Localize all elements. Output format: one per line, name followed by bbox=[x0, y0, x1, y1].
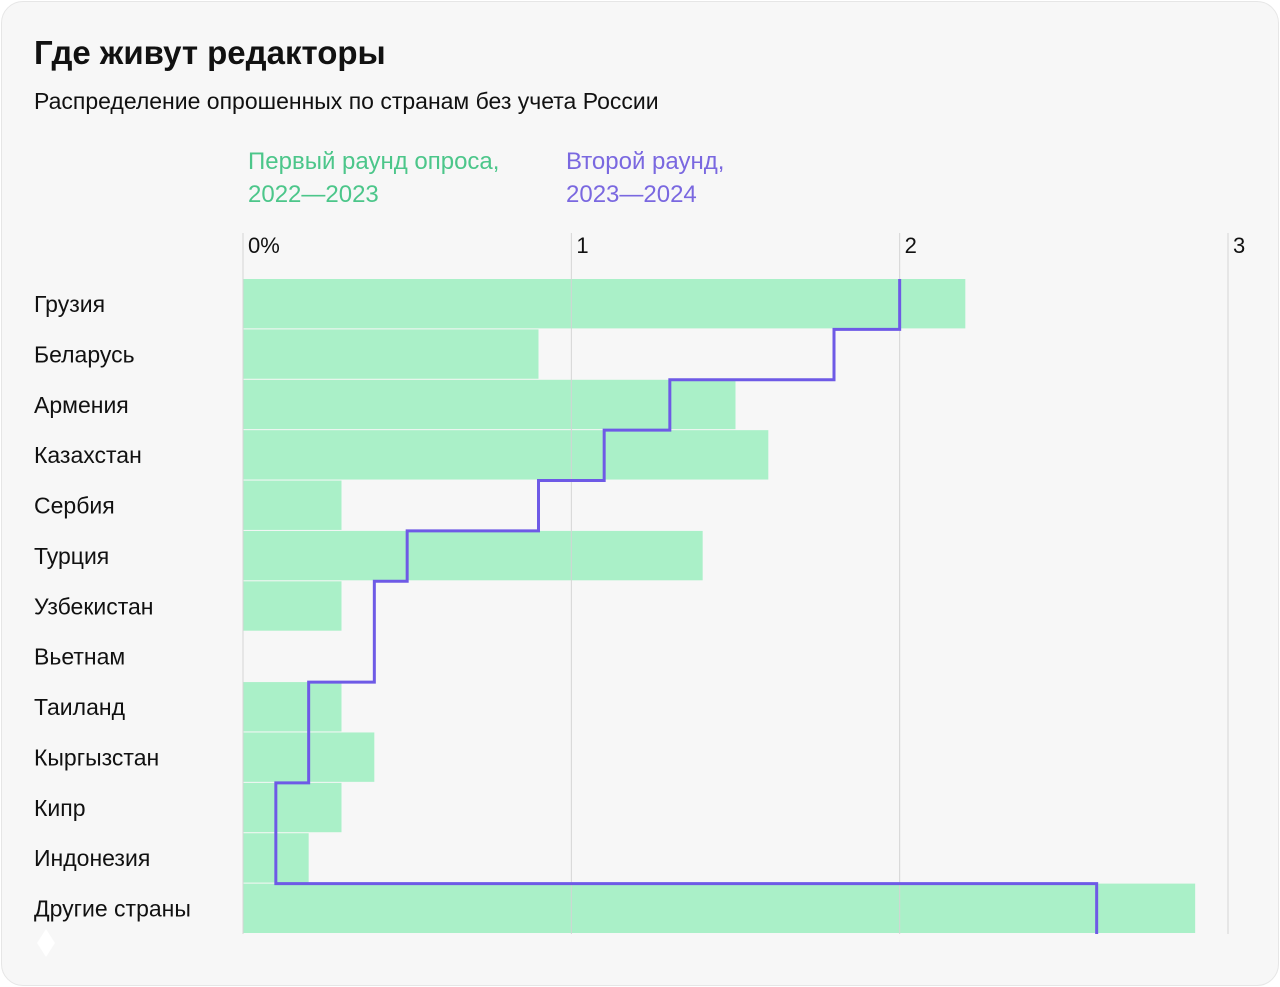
legend-second-round: Второй раунд, 2023—2024 bbox=[566, 145, 724, 211]
x-tick-label: 2 bbox=[905, 233, 917, 258]
legend-second-round-line1: Второй раунд, bbox=[566, 148, 725, 175]
bar-4 bbox=[243, 480, 342, 530]
category-label: Казахстан bbox=[34, 442, 142, 468]
chart-title: Где живут редакторы bbox=[34, 34, 386, 71]
logo-icon bbox=[37, 929, 55, 957]
category-label: Узбекистан bbox=[34, 593, 154, 619]
bar-6 bbox=[243, 581, 342, 631]
x-tick-label: 0% bbox=[248, 233, 280, 258]
second-round-step-line bbox=[274, 279, 1099, 934]
category-label: Кипр bbox=[34, 795, 86, 821]
category-label: Кыргызстан bbox=[34, 744, 159, 770]
bar-10 bbox=[243, 782, 342, 833]
bar-8 bbox=[243, 682, 342, 732]
bar-1 bbox=[243, 329, 539, 379]
bar-3 bbox=[243, 430, 769, 480]
category-label: Армения bbox=[34, 392, 129, 418]
x-tick-label: 1 bbox=[576, 233, 588, 258]
category-label: Турция bbox=[34, 543, 109, 569]
category-label: Другие страны bbox=[34, 896, 191, 922]
bar-12 bbox=[243, 883, 1196, 933]
bar-2 bbox=[243, 379, 736, 430]
category-label: Вьетнам bbox=[34, 644, 125, 670]
category-label: Сербия bbox=[34, 493, 115, 519]
legend-first-round-line1: Первый раунд опроса, bbox=[248, 148, 500, 175]
chart-subtitle: Распределение опрошенных по странам без … bbox=[34, 88, 659, 114]
legend-first-round-line2: 2022—2023 bbox=[248, 181, 379, 208]
category-label: Беларусь bbox=[34, 341, 135, 367]
bar-5 bbox=[243, 530, 703, 581]
category-label: Таиланд bbox=[34, 694, 126, 720]
category-label: Индонезия bbox=[34, 845, 150, 871]
bar-0 bbox=[243, 279, 966, 329]
legend-first-round: Первый раунд опроса, 2022—2023 bbox=[248, 145, 499, 211]
legend-second-round-line2: 2023—2024 bbox=[566, 181, 697, 208]
category-label: Грузия bbox=[34, 291, 105, 317]
x-tick-label: 3 bbox=[1233, 233, 1245, 258]
